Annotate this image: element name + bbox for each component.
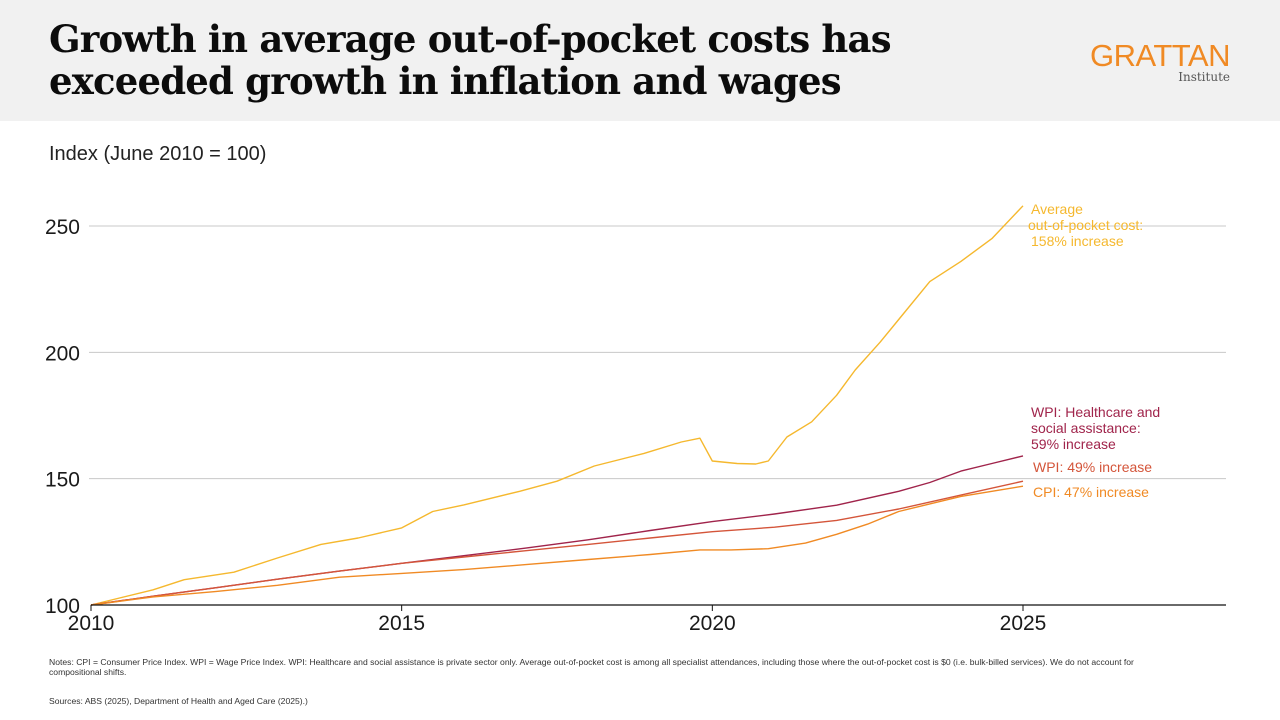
series-label-1: WPI: Healthcare and social assistance: 59%…	[1031, 404, 1160, 452]
logo-subtitle: Institute	[1178, 70, 1230, 84]
x-axis: 2010 2015 2020 2025	[68, 604, 1226, 635]
y-tick-label-100: 100	[45, 595, 80, 618]
series-label-line: WPI: 49% increase	[1033, 459, 1152, 475]
gridlines	[89, 225, 1226, 480]
x-tick-label-2010: 2010	[68, 612, 115, 635]
y-axis-label: Index (June 2010 = 100)	[49, 143, 267, 165]
logo-wordmark: GRATTAN	[1089, 38, 1231, 73]
y-tick-label-250: 250	[45, 216, 80, 239]
grattan-logo: GRATTAN Institute	[1078, 38, 1231, 85]
header-band: Growth in average out-of-pocket costs ha…	[0, 0, 1280, 121]
series-line-2	[90, 480, 1024, 606]
series-lines	[90, 205, 1024, 606]
series-line-3	[90, 485, 1024, 606]
series-labels: Average out-of-pocket cost: 158% increase W…	[1028, 201, 1160, 500]
series-label-line: out-of-pocket cost:	[1028, 217, 1143, 233]
y-tick-label-200: 200	[45, 342, 80, 365]
series-label-2: WPI: 49% increase	[1033, 459, 1152, 475]
series-label-0: Average out-of-pocket cost: 158% increase	[1028, 201, 1143, 249]
series-line-0	[90, 205, 1024, 606]
series-label-line: 158% increase	[1031, 233, 1124, 249]
series-label-line: 59% increase	[1031, 436, 1116, 452]
series-label-3: CPI: 47% increase	[1033, 484, 1149, 500]
x-tick-label-2020: 2020	[689, 612, 736, 635]
series-label-line: WPI: Healthcare and	[1031, 404, 1160, 420]
y-tick-labels: 100 150 200 250	[45, 216, 80, 618]
series-label-line: Average	[1031, 201, 1083, 217]
page-title: Growth in average out-of-pocket costs ha…	[49, 17, 892, 103]
series-label-line: social assistance:	[1031, 420, 1141, 436]
x-tick-label-2015: 2015	[378, 612, 425, 635]
chart-notes: Notes: CPI = Consumer Price Index. WPI =…	[49, 657, 1134, 677]
chart-sources: Sources: ABS (2025), Department of Healt…	[49, 696, 308, 706]
series-label-line: CPI: 47% increase	[1033, 484, 1149, 500]
x-tick-label-2025: 2025	[1000, 612, 1047, 635]
y-tick-label-150: 150	[45, 469, 80, 492]
